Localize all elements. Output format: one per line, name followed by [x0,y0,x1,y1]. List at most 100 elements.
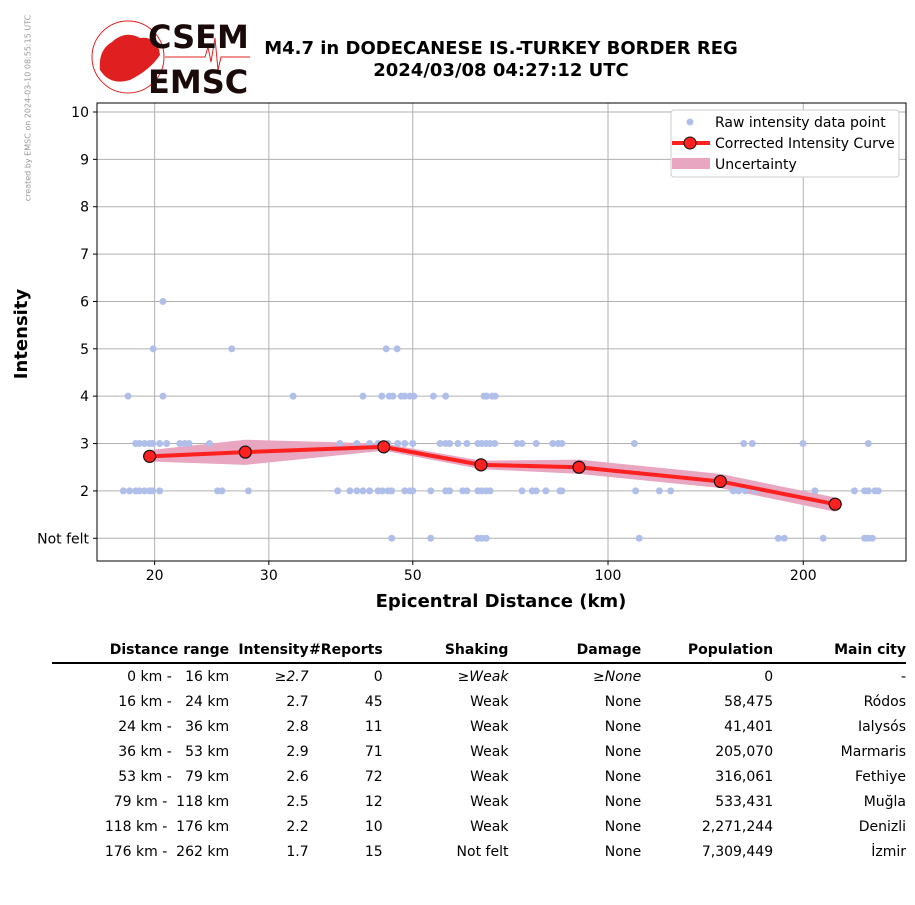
table-cell: 2.8 [286,718,309,735]
raw-data-point [159,297,167,305]
table-row: 79 km - 118 km 2.5 12 Weak None 533,431 Muğla [52,789,906,814]
raw-data-point [159,392,167,400]
raw-data-point [819,534,827,542]
table-cell: 1.7 [286,843,309,860]
x-tick-label: 30 [260,568,278,584]
y-tick-label: Not felt [37,531,89,547]
column-header: Distance range [52,640,230,664]
curve-point [238,445,252,459]
raw-data-point [119,487,127,495]
table-row: 24 km - 36 km 2.8 11 Weak None 41,401 Ialysós [52,714,906,739]
table-cell: Weak [470,818,509,835]
table-cell: ≥Weak [457,668,509,685]
column-header: Main city [773,640,906,664]
raw-data-point [811,487,819,495]
raw-data-point [135,440,143,448]
raw-data-point [378,487,386,495]
raw-data-point [735,487,743,495]
table-cell: 0 [764,668,774,685]
raw-data-point [799,440,807,448]
column-header: Population [641,640,774,664]
table-cell: 2.5 [286,793,309,810]
raw-data-point [518,487,526,495]
curve-point [143,449,157,463]
table-cell: 0 km - 16 km [127,668,230,685]
table-cell: Weak [470,768,509,785]
table-row: 118 km - 176 km 2.2 10 Weak None 2,271,244 Den… [52,814,906,839]
table-cell: 2.9 [286,743,309,760]
raw-data-point [740,440,748,448]
raw-data-point [156,440,164,448]
intensity-table: Distance range Intensity #Reports Shaking Da… [52,640,906,864]
table-cell: None [604,768,642,785]
table-cell: 7,309,449 [701,843,774,860]
raw-data-point [334,487,342,495]
table-cell: Not felt [456,843,509,860]
raw-data-point [366,440,374,448]
chart-subtitle: 2024/03/08 04:27:12 UTC [373,60,629,81]
y-tick-label: 2 [80,484,89,500]
table-cell: Weak [470,718,509,735]
raw-data-point [378,392,386,400]
raw-data-point [124,392,132,400]
raw-data-point [359,487,367,495]
table-cell: 533,431 [715,793,774,810]
y-axis-label: Intensity [11,289,32,380]
raw-data-point [549,440,557,448]
raw-data-point [463,440,471,448]
column-header: #Reports [308,640,383,664]
x-tick-label: 50 [404,568,422,584]
table-cell: 45 [364,693,383,710]
raw-data-point [463,487,471,495]
raw-data-point [409,440,417,448]
table-cell: İzmir [871,843,906,860]
table-cell: 79 km - 118 km [113,793,230,810]
table-cell: 118 km - 176 km [104,818,230,835]
legend: Raw intensity data point Corrected Inten… [670,109,900,178]
raw-data-point [513,440,521,448]
table-cell: 2.6 [286,768,309,785]
y-tick-label: 3 [80,437,89,453]
raw-data-point [748,440,756,448]
raw-data-point [864,440,872,448]
raw-data-point [868,534,876,542]
raw-data-point [218,487,226,495]
column-header: Shaking [382,640,509,664]
raw-data-point [141,487,149,495]
raw-data-point [667,487,675,495]
raw-data-point [491,392,499,400]
table-cell: None [604,743,642,760]
raw-data-point [388,487,396,495]
table-cell: 2.7 [286,693,309,710]
raw-data-point [850,487,858,495]
table-cell: 36 km - 53 km [118,743,230,760]
raw-data-point [156,487,164,495]
x-tick-label: 200 [790,568,817,584]
table-cell: Ródos [863,693,906,710]
table-cell: 2.2 [286,818,309,835]
table-cell: 41,401 [724,718,774,735]
table-cell: Weak [470,693,509,710]
table-cell: ≥2.7 [274,668,309,685]
raw-data-point [482,534,490,542]
raw-data-point [429,392,437,400]
raw-data-point [454,440,462,448]
table-cell: 205,070 [715,743,774,760]
table-cell: - [900,668,906,685]
raw-data-point [780,534,788,542]
raw-data-point [366,487,374,495]
legend-curve-label: Corrected Intensity Curve [715,136,895,152]
raw-data-point [483,392,491,400]
table-cell: None [604,718,642,735]
table-cell: 72 [364,768,383,785]
raw-data-point [864,487,872,495]
raw-data-point [436,440,444,448]
raw-data-point [401,392,409,400]
raw-data-point [393,345,401,353]
raw-data-point [359,392,367,400]
raw-data-point [635,534,643,542]
raw-data-point [427,534,435,542]
y-tick-label: 7 [80,247,89,263]
raw-data-point [141,440,149,448]
